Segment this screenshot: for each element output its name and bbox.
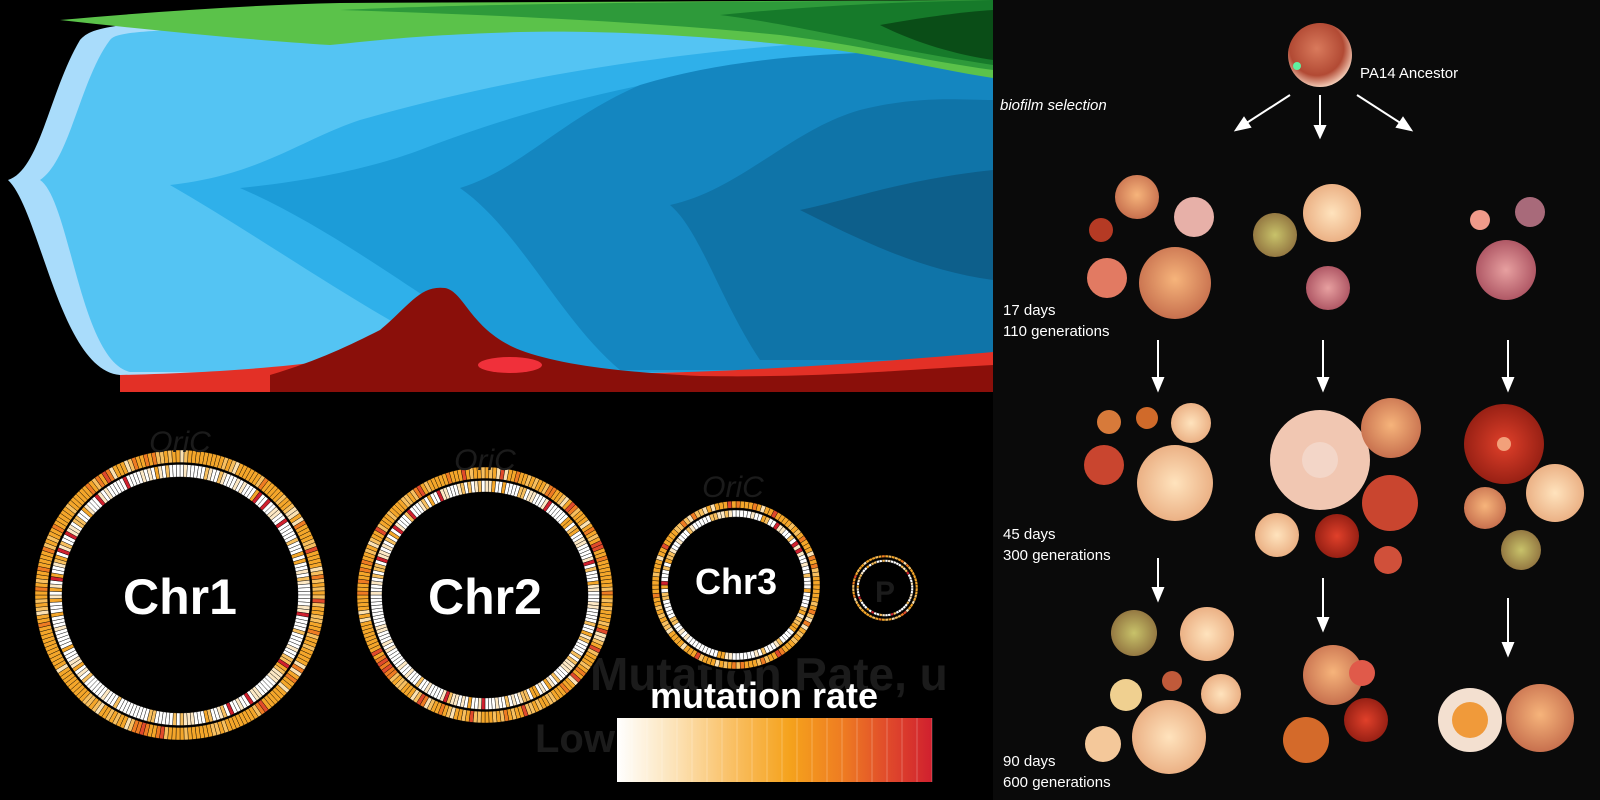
bacterial-colony — [1111, 610, 1157, 656]
chr1-oric-label: OriC — [149, 426, 211, 459]
bacterial-colony — [1255, 513, 1299, 557]
muller-red-subclone — [478, 357, 542, 373]
bacterial-colony — [1201, 674, 1241, 714]
bacterial-colony — [1344, 698, 1388, 742]
colony-center — [1302, 442, 1338, 478]
bacterial-colony — [1349, 660, 1375, 686]
legend-ghost-low: Low — [535, 717, 616, 761]
bacterial-colony — [1515, 197, 1545, 227]
chr2-ring — [355, 465, 615, 725]
bacterial-colony — [1139, 247, 1211, 319]
bacterial-colony — [1132, 700, 1206, 774]
bacterial-colony — [1136, 407, 1158, 429]
bacterial-colony — [1303, 184, 1361, 242]
bacterial-colony — [1315, 514, 1359, 558]
bacterial-colony — [1464, 487, 1506, 529]
bacterial-colony — [1089, 218, 1113, 242]
stage-arrows — [1151, 340, 1515, 658]
bacterial-colony — [1506, 684, 1574, 752]
bacterial-colony — [1526, 464, 1584, 522]
ancestor-arrows — [1233, 94, 1414, 140]
plasmid-label: P — [875, 576, 895, 609]
colonies — [1084, 175, 1584, 774]
stage2-generations: 300 generations — [1003, 547, 1111, 564]
legend-bar-segments — [631, 718, 933, 782]
bacterial-colony — [1174, 197, 1214, 237]
ancestor-colony-highlight — [1293, 62, 1301, 70]
stage2-days: 45 days — [1003, 526, 1056, 543]
legend-color-bar — [617, 718, 932, 782]
bacterial-colony — [1171, 403, 1211, 443]
ancestor-colony — [1288, 23, 1352, 87]
ancestor-label: PA14 Ancestor — [1360, 65, 1458, 82]
bacterial-colony — [1374, 546, 1402, 574]
stage3-generations: 600 generations — [1003, 774, 1111, 791]
stage1-generations: 110 generations — [1003, 323, 1109, 340]
bacterial-colony — [1115, 175, 1159, 219]
chr3-oric-label: OriC — [702, 471, 764, 504]
bacterial-colony — [1303, 645, 1363, 705]
muller-blue-tier-5 — [800, 170, 993, 280]
bacterial-colony — [1087, 258, 1127, 298]
muller-plot — [0, 0, 993, 395]
bacterial-colony — [1253, 213, 1297, 257]
bacterial-colony — [1137, 445, 1213, 521]
bacterial-colony — [1283, 717, 1329, 763]
chr3-label: Chr3 — [695, 561, 777, 602]
bacterial-colony — [1084, 445, 1124, 485]
chr2-oric-label: OriC — [454, 444, 516, 477]
chr1-ring — [33, 448, 327, 742]
legend-title: mutation rate — [650, 675, 878, 716]
chromosome-rings — [33, 448, 920, 742]
bacterial-colony — [1097, 410, 1121, 434]
bacterial-colony — [1470, 210, 1490, 230]
evolution-panel-bg — [993, 0, 1600, 800]
bacterial-colony — [1476, 240, 1536, 300]
bacterial-colony — [1110, 679, 1142, 711]
muller-dark-green-clade — [880, 10, 993, 60]
muller-dark-red-clade — [270, 287, 993, 392]
bacterial-colony — [1361, 398, 1421, 458]
muller-green-clade-3 — [720, 0, 993, 65]
chr3-ring — [650, 499, 822, 671]
bacterial-colony — [1162, 671, 1182, 691]
bacterial-colony — [1085, 726, 1121, 762]
bacterial-colony — [1306, 266, 1350, 310]
bacterial-colony — [1362, 475, 1418, 531]
stage1-days: 17 days — [1003, 302, 1056, 319]
colony-center — [1452, 702, 1488, 738]
chr2-label: Chr2 — [428, 569, 542, 625]
plasmid-ring — [850, 553, 920, 623]
colony-center — [1497, 437, 1511, 451]
bacterial-colony — [1501, 530, 1541, 570]
muller-blue-tier-4 — [670, 99, 993, 360]
bacterial-colony — [1180, 607, 1234, 661]
stage3-days: 90 days — [1003, 753, 1056, 770]
chr1-label: Chr1 — [123, 569, 237, 625]
selection-label: biofilm selection — [1000, 97, 1107, 114]
